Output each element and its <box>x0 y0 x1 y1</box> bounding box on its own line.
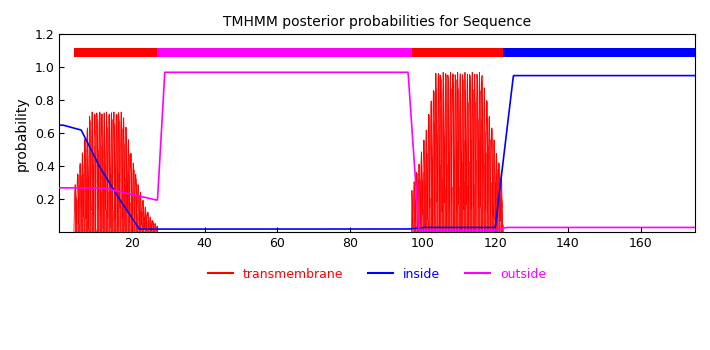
Bar <box>158 48 412 57</box>
Legend: transmembrane, inside, outside: transmembrane, inside, outside <box>203 262 552 286</box>
Title: TMHMM posterior probabilities for Sequence: TMHMM posterior probabilities for Sequen… <box>223 15 531 29</box>
Bar <box>412 48 503 57</box>
Bar <box>503 48 695 57</box>
Y-axis label: probability: probability <box>15 96 29 171</box>
Bar <box>74 48 158 57</box>
